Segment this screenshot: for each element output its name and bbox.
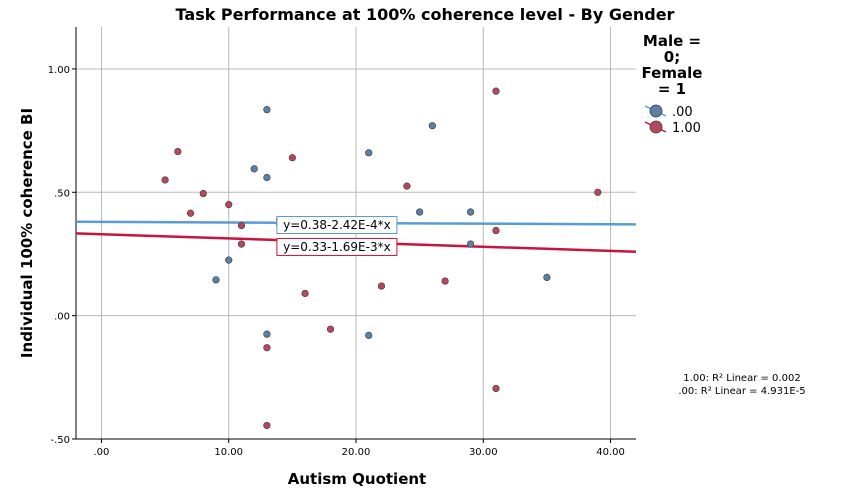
legend-title-line-4: = 1 xyxy=(658,80,686,98)
legend-marker xyxy=(649,104,663,118)
data-point-female xyxy=(441,277,449,285)
y-tick-label: 1.00 xyxy=(48,65,70,76)
data-point-female xyxy=(237,221,246,230)
legend-marker xyxy=(649,120,663,134)
data-point-male xyxy=(543,273,551,282)
legend-title-line-3: Female xyxy=(642,64,703,82)
data-point-female xyxy=(492,226,500,235)
legend-label: .00 xyxy=(672,105,693,120)
equation-box xyxy=(276,216,398,235)
r2-label-female: 1.00: R² Linear = 0.002 xyxy=(683,373,800,384)
equation-box xyxy=(276,237,398,256)
y-axis-title: Individual 100% coherence BI xyxy=(18,108,36,358)
equation-label: y=0.38-2.42E-4*x xyxy=(283,218,391,232)
data-point-female xyxy=(492,384,500,393)
data-point-male xyxy=(428,122,436,130)
data-point-female xyxy=(199,189,207,198)
y-tick-label: .00 xyxy=(54,312,70,323)
data-point-female xyxy=(594,188,602,196)
data-point-female xyxy=(301,289,309,298)
data-point-female xyxy=(263,344,271,352)
data-point-male xyxy=(263,173,271,182)
equation-label: y=0.33-1.69E-3*x xyxy=(283,240,391,254)
data-point-female xyxy=(225,201,233,209)
data-point-female xyxy=(403,182,411,190)
data-point-male xyxy=(212,276,220,284)
data-point-female xyxy=(186,209,195,217)
chart-title: Task Performance at 100% coherence level… xyxy=(176,5,675,24)
data-point-female xyxy=(377,282,386,290)
x-tick-label: 20.00 xyxy=(342,447,371,458)
x-tick-label: 10.00 xyxy=(214,447,243,458)
legend-title-line-2: 0; xyxy=(664,48,680,66)
equation-labels: y=0.38-2.42E-4*x y=0.33-1.69E-3*x xyxy=(276,216,398,256)
data-point-male xyxy=(225,256,233,264)
x-tick-label: .00 xyxy=(94,447,110,458)
data-point-male xyxy=(466,240,475,248)
legend-title-line-1: Male = xyxy=(643,32,701,50)
data-point-female xyxy=(288,154,296,162)
data-point-female xyxy=(237,240,246,248)
data-point-male xyxy=(466,208,475,216)
data-point-female xyxy=(161,176,169,184)
x-axis-title: Autism Quotient xyxy=(288,470,426,488)
legend: Male = 0; Female = 1 .001.00 xyxy=(642,32,703,136)
data-point-male xyxy=(365,331,373,339)
x-tick-label: 30.00 xyxy=(469,447,498,458)
data-point-male xyxy=(250,165,258,173)
data-points xyxy=(161,87,602,430)
r2-label-male: .00: R² Linear = 4.931E-5 xyxy=(678,386,805,397)
data-point-female xyxy=(492,87,500,95)
x-tick-label: 40.00 xyxy=(596,447,625,458)
y-tick-labels: -.50 .00 .50 1.00 xyxy=(48,65,76,446)
x-tick-labels: .00 10.00 20.00 30.00 40.00 xyxy=(94,439,625,458)
data-point-female xyxy=(263,421,271,430)
y-tick-label: -.50 xyxy=(50,435,70,446)
data-point-male xyxy=(365,149,373,157)
y-tick-label: .50 xyxy=(54,188,70,199)
data-point-female xyxy=(326,325,335,333)
data-point-male xyxy=(263,106,271,114)
data-point-male xyxy=(263,330,271,338)
legend-label: 1.00 xyxy=(672,121,701,136)
data-point-male xyxy=(416,208,424,216)
data-point-female xyxy=(174,147,182,156)
